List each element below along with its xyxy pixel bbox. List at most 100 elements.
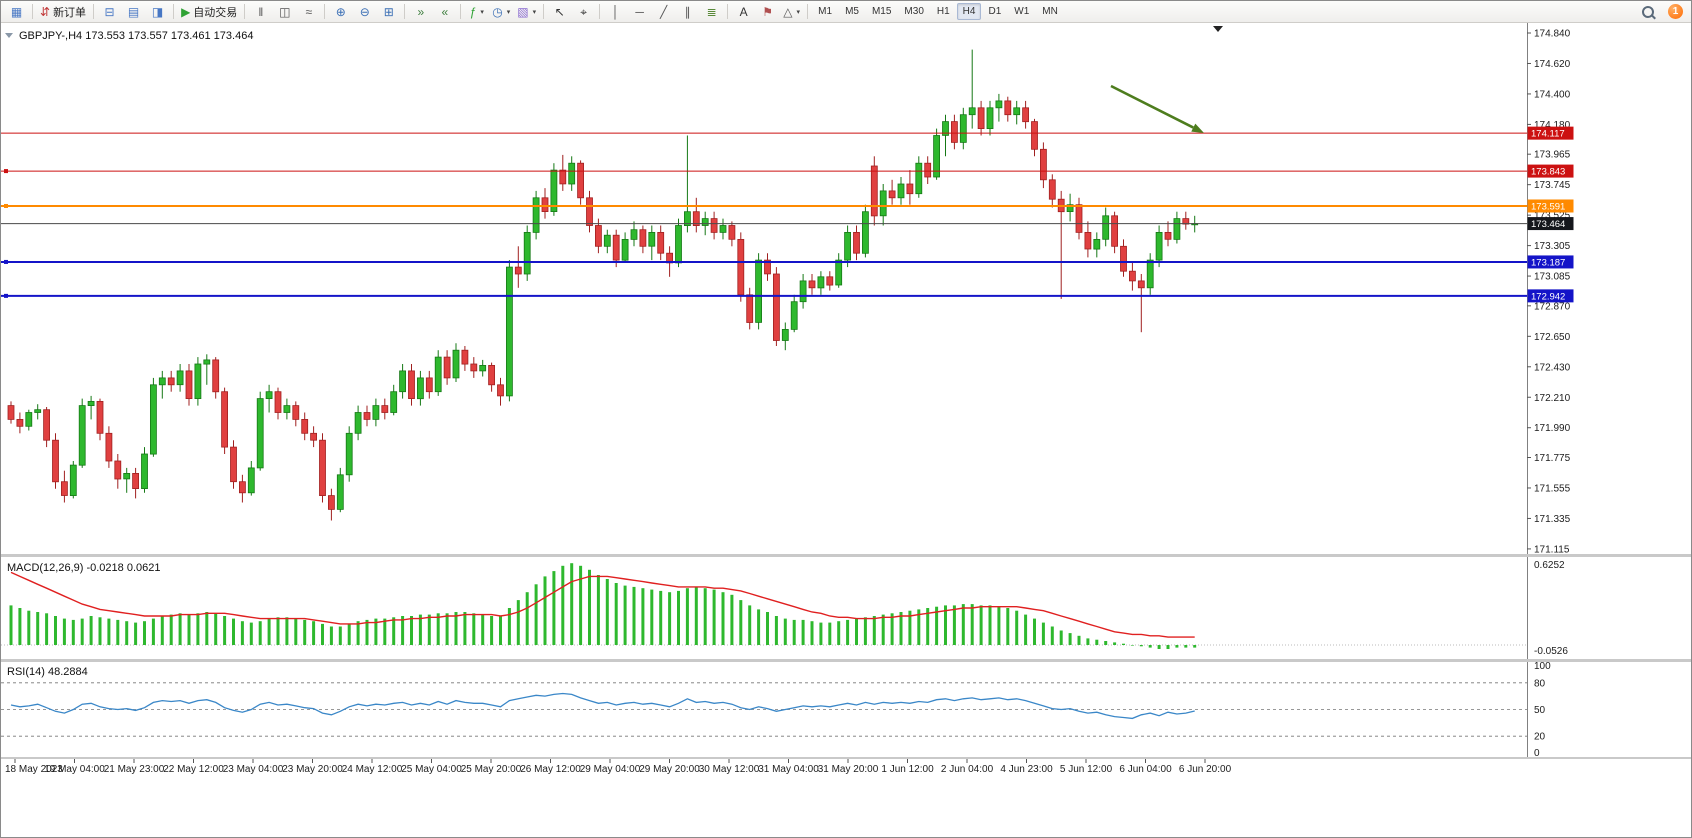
- candle-body: [675, 225, 682, 264]
- equidistant-channel-button[interactable]: ∥: [676, 2, 699, 22]
- candlestick-chart-button[interactable]: ◫: [273, 2, 296, 22]
- candle-body: [959, 114, 967, 143]
- periods-button[interactable]: ◷ ▾: [489, 2, 513, 22]
- trendline-button[interactable]: ╱: [652, 2, 675, 22]
- toolbar-separator: [244, 4, 246, 19]
- panel-separator[interactable]: [1, 659, 1691, 662]
- candle-body: [25, 412, 33, 427]
- tile-windows-icon: ⊞: [383, 4, 394, 19]
- candle-body: [1173, 218, 1181, 240]
- candle-body: [301, 418, 309, 434]
- zoom-in-button[interactable]: ⊕: [329, 2, 352, 22]
- tile-windows-button[interactable]: ⊞: [377, 2, 400, 22]
- candle-body: [381, 405, 389, 413]
- candle-body: [221, 391, 229, 448]
- zoom-out-button[interactable]: ⊖: [353, 2, 376, 22]
- candles: [7, 49, 1199, 521]
- new-chart-button[interactable]: ▦: [5, 2, 28, 22]
- vertical-line-button[interactable]: │: [604, 2, 627, 22]
- panel-separator[interactable]: [1, 757, 1691, 759]
- candle-body: [870, 165, 878, 217]
- timeframe-h4-button[interactable]: H4: [956, 3, 982, 20]
- line-handle[interactable]: [4, 259, 8, 264]
- data-window-button[interactable]: ▤: [122, 2, 145, 22]
- indicators-button[interactable]: ƒ ▾: [465, 2, 488, 22]
- price-axis-label: 172.650: [1534, 332, 1571, 343]
- chart-shift-marker[interactable]: [1213, 26, 1223, 32]
- text-button[interactable]: A: [732, 2, 755, 22]
- crosshair-button[interactable]: ⌖: [572, 2, 595, 22]
- candle-body: [363, 412, 371, 420]
- timeframe-m5-button[interactable]: M5: [845, 6, 859, 17]
- search-icon: [1641, 5, 1654, 18]
- candle-body: [728, 225, 736, 240]
- chart-shift-button[interactable]: «: [433, 2, 456, 22]
- macd-signal-line: [10, 571, 1195, 638]
- timeframe-h1-button[interactable]: H1: [936, 6, 950, 17]
- new-order-button[interactable]: ⇵ 新订单: [37, 2, 89, 22]
- timeframe-mn-button[interactable]: MN: [1042, 6, 1058, 17]
- price-axis-label: 173.965: [1534, 150, 1571, 161]
- price-axis-label: 174.180: [1534, 120, 1571, 131]
- zoom-out-icon: ⊖: [359, 4, 370, 19]
- timeframe-d1-button[interactable]: D1: [988, 6, 1002, 17]
- candle-body: [826, 276, 834, 286]
- market-watch-button[interactable]: ⊟: [98, 2, 121, 22]
- candle-body: [78, 405, 86, 466]
- timeframe-m1-button[interactable]: M1: [818, 6, 833, 17]
- caret-down-icon: ▾: [796, 8, 801, 16]
- price-axis-label: 173.745: [1534, 180, 1571, 191]
- arrow-objects-button[interactable]: △ ▾: [780, 2, 803, 22]
- line-handle[interactable]: [4, 293, 8, 298]
- candle-body: [639, 229, 647, 247]
- cursor-icon: ↖: [554, 4, 565, 19]
- navigator-button[interactable]: ◨: [146, 2, 169, 22]
- chart-window[interactable]: GBPJPY-,H4 173.553 173.557 173.461 173.4…: [1, 23, 1691, 838]
- chart-shift-icon: «: [441, 4, 449, 19]
- price-axis-label: 172.870: [1534, 301, 1571, 312]
- toolbar-separator: [324, 4, 326, 19]
- time-axis-label: 29 May 20:00: [639, 764, 700, 775]
- one-click-trading-toggle[interactable]: [5, 33, 13, 38]
- line-chart-button[interactable]: ≈: [297, 2, 320, 22]
- candle-body: [862, 211, 869, 254]
- line-handle[interactable]: [4, 169, 8, 174]
- auto-scroll-button[interactable]: »: [409, 2, 432, 22]
- candle-body: [568, 162, 576, 185]
- fibonacci-button[interactable]: ≣: [700, 2, 723, 22]
- templates-button[interactable]: ▧ ▾: [514, 2, 539, 22]
- candle-body: [630, 229, 638, 240]
- cursor-button[interactable]: ↖: [548, 2, 571, 22]
- arrow-object[interactable]: [1110, 84, 1194, 129]
- candle-body: [505, 266, 513, 397]
- auto-trading-button[interactable]: ▶ 自动交易: [178, 2, 240, 22]
- candle-body: [986, 107, 994, 130]
- rsi-title: RSI(14) 48.2884: [7, 666, 88, 678]
- candle-body: [461, 349, 469, 365]
- search-button[interactable]: [1636, 2, 1659, 22]
- candle-body: [256, 398, 264, 469]
- candle-body: [1066, 204, 1074, 212]
- time-axis-label: 23 May 20:00: [282, 764, 343, 775]
- price-axis[interactable]: 174.840 174.620 174.400 174.180 173.965 173.7…: [1527, 29, 1571, 556]
- time-axis-label: 19 May 04:00: [44, 764, 105, 775]
- candle-body: [1146, 259, 1154, 289]
- timeframe-w1-button[interactable]: W1: [1014, 6, 1030, 17]
- candle-body: [612, 234, 620, 261]
- line-handle[interactable]: [4, 203, 8, 208]
- text-label-button[interactable]: ⚑: [756, 2, 779, 22]
- horizontal-line-button[interactable]: ─: [628, 2, 651, 22]
- candle-body: [924, 162, 932, 178]
- arrow-object-head[interactable]: [1191, 123, 1204, 133]
- time-axis-label: 18 May 2023: [5, 764, 63, 775]
- candle-body: [621, 238, 629, 261]
- candle-body: [781, 328, 789, 341]
- timeframe-m15-button[interactable]: M15: [871, 6, 892, 17]
- notification-badge[interactable]: 1: [1668, 4, 1683, 19]
- timeframe-m30-button[interactable]: M30: [904, 6, 924, 17]
- time-axis-label: 30 May 12:00: [699, 764, 760, 775]
- bar-chart-button[interactable]: ‖: [249, 2, 272, 22]
- panel-separator[interactable]: [1, 554, 1691, 557]
- time-axis-label: 23 May 04:00: [223, 764, 284, 775]
